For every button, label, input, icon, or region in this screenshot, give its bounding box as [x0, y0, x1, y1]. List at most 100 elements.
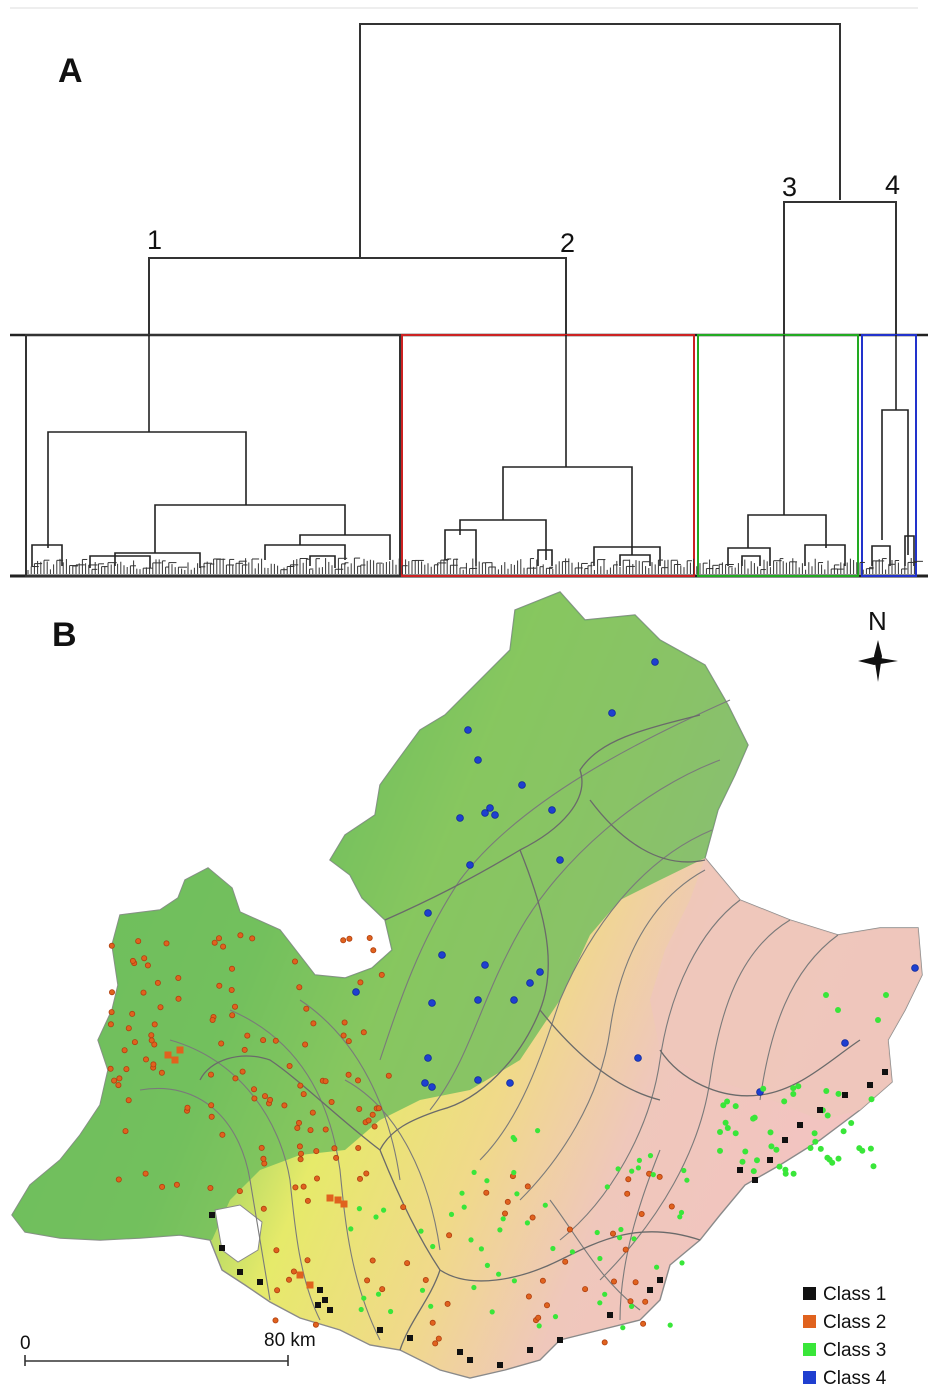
- site-point-class-3: [840, 1128, 847, 1135]
- site-point-class-2: [175, 995, 182, 1002]
- site-point-class-4: [911, 964, 919, 972]
- site-point-class-1: [782, 1137, 788, 1143]
- site-point-class-2: [291, 958, 298, 965]
- site-point-class-2: [142, 1170, 149, 1177]
- site-point-class-2: [163, 940, 170, 947]
- site-point-class-3: [679, 1260, 685, 1266]
- site-point-class-2: [300, 1091, 307, 1098]
- site-point-class-2: [446, 1232, 453, 1239]
- site-point-class-3: [629, 1168, 635, 1174]
- site-point-class-2: [148, 1032, 155, 1039]
- site-point-class-2: [369, 1111, 376, 1118]
- site-point-class-2: [164, 1051, 172, 1059]
- panel-b-label: B: [52, 616, 77, 654]
- site-point-class-2: [207, 1071, 214, 1078]
- site-point-class-3: [722, 1119, 729, 1126]
- site-point-class-3: [569, 1249, 576, 1255]
- site-point-class-2: [260, 1037, 267, 1044]
- isolines: [139, 699, 839, 1341]
- site-point-class-3: [790, 1170, 797, 1177]
- site-point-class-2: [326, 1194, 334, 1202]
- site-point-class-2: [159, 1183, 166, 1190]
- site-point-class-3: [536, 1323, 542, 1329]
- site-point-class-2: [539, 1277, 546, 1284]
- site-point-class-2: [375, 1105, 382, 1112]
- site-point-class-4: [634, 1054, 642, 1062]
- site-point-class-4: [456, 814, 464, 822]
- site-point-class-2: [141, 955, 148, 962]
- cluster-label-4: 4: [885, 170, 900, 200]
- cluster-box-1: [25, 334, 401, 577]
- site-point-class-2: [244, 1032, 251, 1039]
- site-point-class-3: [459, 1190, 465, 1196]
- site-point-class-4: [506, 1079, 514, 1087]
- site-point-class-3: [468, 1237, 474, 1243]
- site-point-class-3: [742, 1148, 749, 1155]
- dendrogram-upper-tree: [148, 23, 897, 335]
- site-point-class-2: [354, 1077, 361, 1084]
- site-point-class-3: [597, 1300, 603, 1306]
- site-point-class-2: [107, 1021, 114, 1028]
- site-point-class-2: [341, 1019, 348, 1026]
- site-point-class-1: [797, 1122, 803, 1128]
- site-point-class-4: [474, 1076, 482, 1084]
- site-point-class-3: [732, 1130, 739, 1137]
- site-point-class-2: [625, 1176, 632, 1183]
- site-point-class-2: [157, 1004, 164, 1011]
- site-point-class-2: [237, 932, 244, 939]
- site-point-class-2: [371, 1123, 378, 1130]
- site-point-class-3: [356, 1206, 362, 1212]
- site-point-class-3: [373, 1214, 379, 1220]
- site-point-class-2: [273, 1247, 280, 1254]
- site-point-class-1: [467, 1357, 473, 1363]
- site-point-class-1: [557, 1337, 563, 1343]
- site-point-class-2: [357, 979, 364, 986]
- site-point-class-1: [322, 1297, 328, 1303]
- site-point-class-2: [360, 1029, 367, 1036]
- site-point-class-4: [428, 999, 436, 1007]
- site-point-class-3: [684, 1177, 690, 1183]
- site-point-class-2: [640, 1320, 647, 1327]
- site-point-class-2: [229, 1012, 236, 1019]
- site-point-class-3: [636, 1157, 643, 1163]
- site-point-class-2: [322, 1078, 329, 1085]
- site-point-class-4: [464, 726, 472, 734]
- site-point-class-3: [795, 1083, 802, 1090]
- site-point-class-2: [261, 1160, 268, 1167]
- site-point-class-4: [428, 1083, 436, 1091]
- site-point-class-3: [829, 1159, 836, 1166]
- site-point-class-2: [208, 1113, 215, 1120]
- site-point-class-2: [544, 1302, 551, 1309]
- site-point-class-4: [466, 861, 474, 869]
- site-point-class-1: [237, 1269, 243, 1275]
- site-point-class-3: [430, 1243, 436, 1250]
- site-point-class-2: [525, 1293, 532, 1300]
- site-point-class-2: [125, 1025, 132, 1032]
- site-point-class-3: [790, 1091, 797, 1097]
- legend-label-class-3: Class 3: [823, 1340, 886, 1361]
- site-point-class-3: [750, 1168, 757, 1175]
- site-point-class-4: [510, 996, 518, 1004]
- site-point-class-2: [285, 1276, 292, 1283]
- site-point-class-2: [622, 1246, 629, 1253]
- site-point-class-3: [859, 1147, 866, 1154]
- site-point-class-3: [848, 1120, 855, 1126]
- site-point-class-2: [302, 1041, 309, 1048]
- site-point-class-3: [677, 1214, 683, 1220]
- site-point-class-3: [375, 1291, 382, 1297]
- site-point-class-3: [678, 1209, 685, 1216]
- site-point-class-2: [529, 1214, 536, 1221]
- site-point-class-2: [601, 1339, 608, 1346]
- site-point-class-4: [548, 806, 556, 814]
- map-panel: B: [11, 591, 923, 1385]
- site-point-class-2: [111, 1077, 118, 1084]
- site-point-class-2: [290, 1268, 297, 1275]
- site-point-class-1: [737, 1167, 743, 1173]
- site-point-class-3: [739, 1158, 746, 1165]
- site-point-class-2: [624, 1190, 631, 1197]
- site-point-class-3: [767, 1129, 774, 1136]
- site-point-class-2: [379, 1286, 386, 1293]
- site-point-class-3: [773, 1146, 780, 1153]
- site-point-class-2: [313, 1148, 320, 1155]
- site-point-class-2: [123, 1066, 130, 1073]
